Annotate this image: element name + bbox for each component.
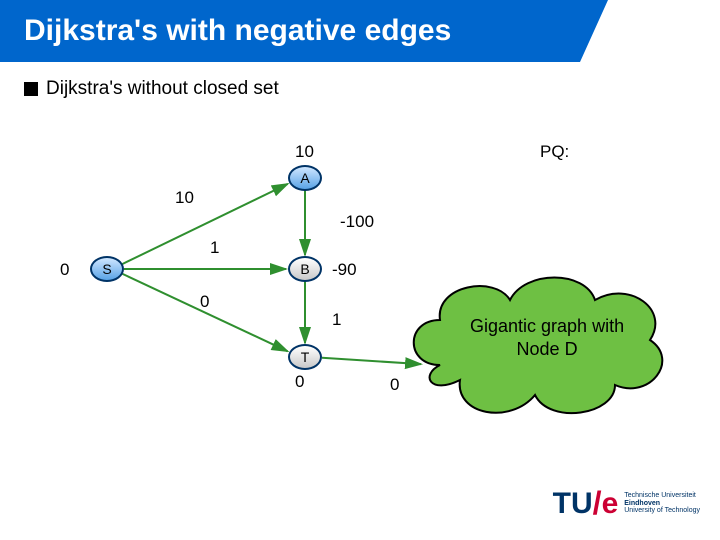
edge-label-T-cloud: 0 bbox=[390, 375, 399, 395]
edge-S-A bbox=[122, 184, 287, 264]
edge-label-A-B: -100 bbox=[340, 212, 374, 232]
node-cost-b: -90 bbox=[332, 260, 357, 280]
node-cost-a: 10 bbox=[295, 142, 314, 162]
logo-e: e bbox=[602, 487, 619, 521]
edge-label-B-T: 1 bbox=[332, 310, 341, 330]
node-b: B bbox=[288, 256, 322, 282]
edge-label-S-T: 0 bbox=[200, 292, 209, 312]
title-bar: Dijkstra's with negative edges bbox=[0, 0, 580, 62]
edge-label-S-B: 1 bbox=[210, 238, 219, 258]
logo-tu: TU bbox=[553, 487, 593, 521]
logo: TU / e Technische Universiteit Eindhoven… bbox=[553, 485, 700, 522]
diagram-canvas: Gigantic graph withNode D A10S0B-90T0 10… bbox=[0, 60, 720, 480]
edge-S-T bbox=[123, 274, 288, 351]
edge-label-S-A: 10 bbox=[175, 188, 194, 208]
node-cost-s: 0 bbox=[60, 260, 69, 280]
node-t: T bbox=[288, 344, 322, 370]
logo-subtext: Technische Universiteit Eindhoven Univer… bbox=[624, 492, 700, 515]
cloud-text: Gigantic graph withNode D bbox=[470, 315, 624, 360]
node-s: S bbox=[90, 256, 124, 282]
logo-slash: / bbox=[593, 485, 602, 522]
node-a: A bbox=[288, 165, 322, 191]
node-cost-t: 0 bbox=[295, 372, 304, 392]
slide-title: Dijkstra's with negative edges bbox=[24, 14, 451, 48]
